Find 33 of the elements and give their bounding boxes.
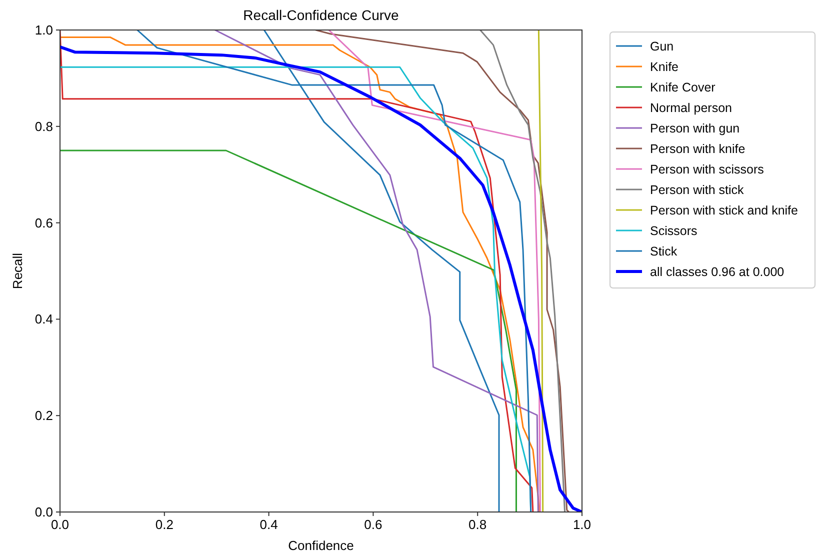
x-tick-label: 1.0: [572, 517, 592, 532]
x-axis-title: Confidence: [288, 538, 354, 553]
x-tick-label: 0.4: [260, 517, 278, 532]
line-series: [479, 30, 566, 512]
y-tick-label: 0.2: [34, 408, 53, 424]
line-series: [214, 30, 539, 512]
x-tick-label: 0.6: [364, 517, 382, 532]
y-tick-label: 0.0: [34, 504, 53, 520]
line-series: [328, 30, 541, 512]
legend-label: Person with stick and knife: [650, 204, 798, 218]
legend-label: Knife: [650, 60, 679, 74]
y-tick-label: 1.0: [34, 22, 53, 38]
legend-label: Person with scissors: [650, 162, 764, 176]
y-axis-title: Recall: [10, 252, 25, 290]
legend-label: Knife Cover: [650, 80, 716, 94]
legend-label: Stick: [650, 244, 678, 258]
chart-title: Recall-Confidence Curve: [243, 7, 400, 23]
line-series: [60, 150, 517, 512]
x-tick-label: 0.0: [50, 517, 70, 532]
legend-label: Scissors: [650, 224, 698, 238]
legend-label: Person with gun: [650, 122, 740, 136]
legend-label: Gun: [650, 40, 674, 54]
x-tick-label: 0.8: [468, 517, 487, 532]
y-tick-label: 0.8: [34, 118, 53, 134]
legend-label: all classes 0.96 at 0.000: [650, 265, 784, 279]
line-series: [315, 30, 570, 512]
y-tick-label: 0.6: [34, 215, 53, 230]
line-series: [136, 30, 532, 512]
y-tick-label: 0.4: [34, 312, 53, 327]
legend-label: Person with stick: [650, 183, 745, 197]
legend-label: Person with knife: [650, 142, 746, 156]
legend-label: Normal person: [650, 101, 732, 115]
x-tick-label: 0.2: [155, 517, 174, 532]
